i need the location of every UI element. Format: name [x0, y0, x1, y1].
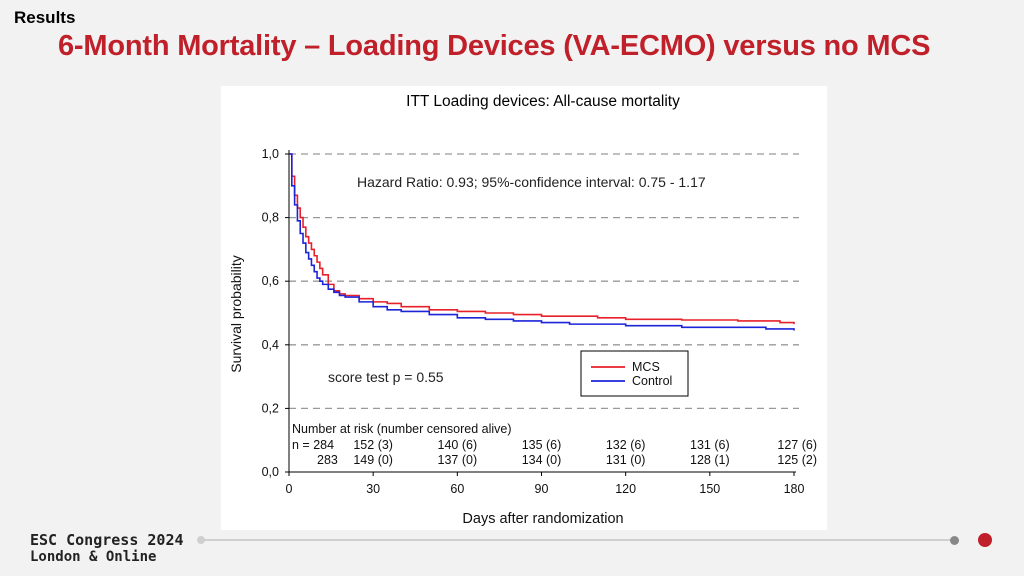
y-tick-label: 0,0	[262, 465, 279, 479]
y-tick-label: 0,8	[262, 211, 279, 225]
risk-cell: 134 (0)	[522, 453, 562, 467]
legend-label-control: Control	[632, 374, 672, 388]
legend-label-mcs: MCS	[632, 360, 660, 374]
chart-title: ITT Loading devices: All-cause mortality	[406, 93, 680, 110]
x-tick-label: 30	[366, 482, 380, 496]
x-axis-label: Days after randomization	[462, 511, 623, 527]
x-tick-label: 90	[535, 482, 549, 496]
footer-divider	[200, 539, 955, 541]
brand-line-1: ESC Congress 2024	[30, 531, 184, 549]
x-tick-label: 60	[450, 482, 464, 496]
risk-cell: 140 (6)	[438, 438, 478, 452]
number-at-risk-title: Number at risk (number censored alive)	[292, 422, 512, 436]
brand-line-2: London & Online	[30, 549, 157, 565]
axes: 0,0 0,2 0,4 0,6 0,8 1,0 0 30 60 90 120 150 180	[262, 147, 805, 496]
survival-curve-control	[289, 153, 795, 331]
x-tick-label: 150	[699, 482, 720, 496]
x-tick-label: 180	[784, 482, 805, 496]
y-tick-label: 0,4	[262, 338, 279, 352]
risk-cell: 125 (2)	[777, 453, 817, 467]
footer-dot-mid	[950, 536, 959, 545]
risk-cell: 152 (3)	[353, 438, 393, 452]
y-tick-label: 1,0	[262, 147, 279, 161]
survival-curves	[289, 153, 795, 331]
risk-cell: 137 (0)	[438, 453, 478, 467]
section-label: Results	[14, 8, 76, 27]
legend-box	[580, 350, 689, 397]
hazard-ratio-annotation: Hazard Ratio: 0.93; 95%-confidence inter…	[357, 174, 706, 190]
y-axis-label: Survival probability	[228, 255, 244, 373]
congress-brand: ESC Congress 2024 London & Online	[30, 532, 184, 566]
footer-dot-right	[978, 533, 992, 547]
risk-row-label: n = 284	[292, 438, 334, 452]
risk-row-label: 283	[317, 453, 338, 467]
risk-cell: 135 (6)	[522, 438, 562, 452]
x-tick-label: 120	[615, 482, 636, 496]
footer-dot-left	[197, 536, 205, 544]
slide-title: 6-Month Mortality – Loading Devices (VA-…	[58, 30, 931, 62]
x-tick-label: 0	[286, 482, 293, 496]
score-test-annotation: score test p = 0.55	[328, 369, 444, 385]
km-chart: ITT Loading devices: All-cause mortality…	[228, 93, 817, 527]
grid	[289, 153, 799, 410]
risk-cell: 131 (6)	[690, 438, 730, 452]
risk-cell: 127 (6)	[777, 438, 817, 452]
risk-cell: 149 (0)	[353, 453, 393, 467]
survival-curve-mcs	[289, 153, 795, 325]
number-at-risk-table: n = 284 152 (3) 140 (6) 135 (6) 132 (6) 131 (…	[292, 438, 817, 467]
y-tick-label: 0,6	[262, 274, 279, 288]
y-tick-label: 0,2	[262, 401, 279, 415]
risk-cell: 128 (1)	[690, 453, 730, 467]
risk-cell: 132 (6)	[606, 438, 646, 452]
risk-cell: 131 (0)	[606, 453, 646, 467]
km-figure: ITT Loading devices: All-cause mortality…	[221, 86, 827, 530]
